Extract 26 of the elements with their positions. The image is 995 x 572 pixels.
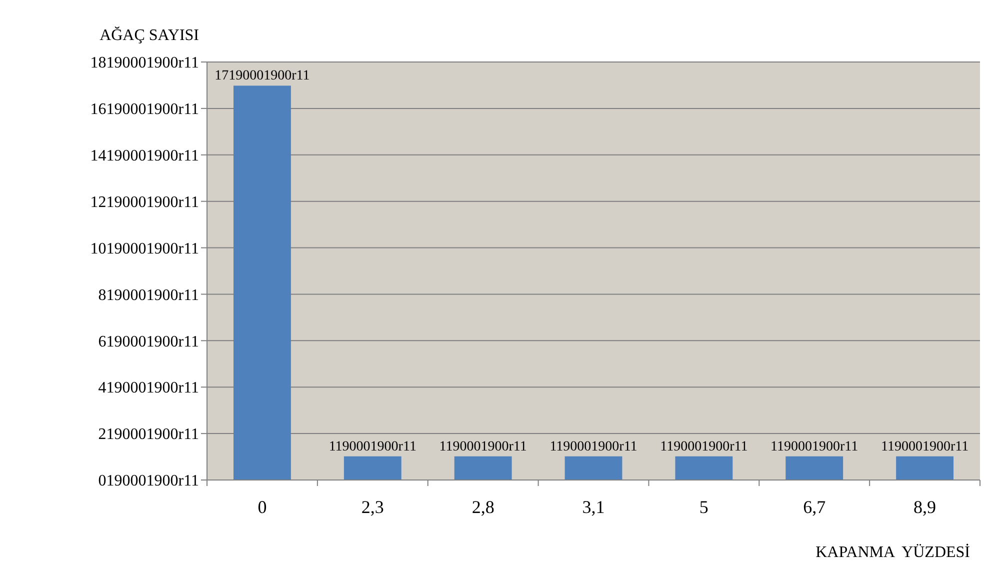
text: 6190001900r11 bbox=[98, 333, 199, 350]
x-tick-label: 2,3 bbox=[361, 496, 384, 517]
y-axis-title: AĞAÇ SAYISI bbox=[100, 26, 199, 44]
annotation: 1190001900r11 bbox=[439, 439, 527, 454]
text: 18190001900r11 bbox=[90, 54, 199, 72]
x-tick-label: 3,1 bbox=[582, 496, 605, 517]
x-tick-label: 8,9 bbox=[914, 496, 936, 517]
x-tick-label: 0 bbox=[258, 496, 267, 517]
text: 14190001900r11 bbox=[90, 147, 199, 164]
annotation: 1190001900r11 bbox=[880, 439, 969, 454]
text: 8190001900r11 bbox=[98, 286, 199, 304]
x-tick-label: 2,8 bbox=[472, 496, 494, 517]
x-tick-label: 6,7 bbox=[803, 496, 826, 517]
annotation: 17190001900r11 bbox=[214, 68, 310, 84]
annotation: 1190001900r11 bbox=[660, 439, 748, 454]
text: 16190001900r11 bbox=[90, 101, 199, 118]
annotation: 1190001900r11 bbox=[770, 439, 858, 454]
annotation: 1190001900r11 bbox=[328, 439, 416, 454]
text: 2190001900r11 bbox=[98, 426, 199, 444]
x-axis-title: KAPANMA YÜZDESİ bbox=[816, 543, 970, 561]
x-tick-label: 5 bbox=[699, 496, 708, 517]
text: 0190001900r11 bbox=[98, 472, 199, 490]
text: 4190001900r11 bbox=[98, 380, 199, 397]
annotation: 1190001900r11 bbox=[550, 439, 638, 454]
text: 10190001900r11 bbox=[90, 240, 199, 258]
text: 12190001900r11 bbox=[90, 194, 199, 211]
